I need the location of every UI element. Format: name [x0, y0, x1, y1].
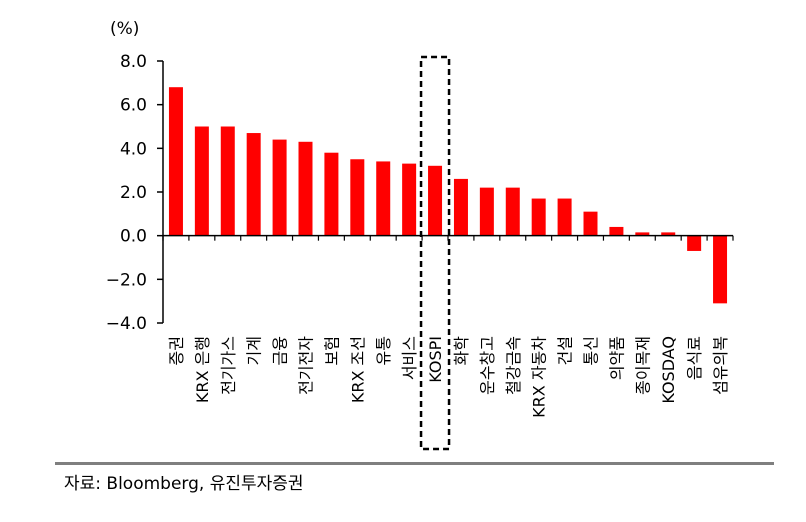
category-label: 음식료 — [685, 336, 704, 380]
source-divider — [55, 462, 774, 465]
category-label: 전기가스 — [219, 336, 238, 395]
bar-서비스 — [402, 163, 417, 236]
category-label: KRX 은행 — [193, 336, 212, 403]
bar-금융 — [272, 139, 287, 236]
bar-유통 — [376, 161, 391, 236]
bar-화학 — [453, 178, 468, 236]
y-tick-label: 2.0 — [120, 183, 147, 203]
category-label: 증권 — [167, 336, 186, 365]
bars — [168, 87, 728, 304]
bar-철강금속 — [505, 187, 520, 236]
category-label: 의약품 — [607, 336, 626, 380]
category-label: 통신 — [582, 336, 601, 365]
bar-보험 — [324, 152, 339, 236]
category-label: KRX 자동차 — [530, 336, 549, 418]
category-label: 보험 — [322, 336, 341, 365]
bar-KRX-조선 — [350, 159, 365, 236]
bar-chart: (%) 8.0 6.0 4.0 2.0 0.0 −2.0 −4.0 증권 KRX 은행 전기가스… — [106, 19, 734, 451]
axes — [162, 61, 734, 323]
source-note: 자료: Bloomberg, 유진투자증권 — [64, 474, 304, 494]
category-label: KRX 조선 — [348, 336, 367, 403]
bar-KRX-은행 — [194, 126, 209, 236]
category-label: KOSDAQ — [659, 336, 678, 404]
bar-KOSPI — [428, 165, 443, 236]
y-tick-label: 6.0 — [120, 96, 147, 116]
bar-운수창고 — [479, 187, 494, 236]
bar-전기전자 — [298, 141, 313, 236]
y-axis-ticks: 8.0 6.0 4.0 2.0 0.0 −2.0 −4.0 — [106, 52, 163, 334]
y-tick-label: 4.0 — [120, 139, 147, 159]
y-tick-label: −2.0 — [106, 270, 147, 290]
category-label: 철강금속 — [504, 336, 523, 395]
y-tick-label: −4.0 — [106, 314, 147, 334]
y-tick-label: 8.0 — [120, 52, 147, 72]
bar-음식료 — [687, 235, 702, 251]
bar-섬유의복 — [713, 235, 728, 304]
bar-건설 — [557, 198, 572, 236]
category-label: 건설 — [556, 336, 575, 365]
category-label: 기계 — [245, 336, 264, 365]
bar-종이목재 — [635, 232, 650, 236]
bar-의약품 — [609, 226, 624, 236]
bar-통신 — [583, 211, 598, 236]
y-tick-label: 0.0 — [120, 227, 147, 247]
bar-KOSDAQ — [661, 232, 676, 236]
bar-전기가스 — [220, 126, 235, 236]
y-axis-unit-label: (%) — [110, 19, 139, 39]
category-label: 종이목재 — [633, 336, 652, 395]
category-label: 유통 — [374, 336, 393, 365]
category-label: 서비스 — [400, 336, 419, 380]
category-label: 화학 — [452, 336, 471, 366]
kospi-highlight-box — [419, 55, 451, 451]
category-label: 전기전자 — [297, 336, 316, 395]
category-label: KOSPI — [426, 336, 445, 383]
bar-기계 — [246, 133, 261, 236]
category-labels: 증권 KRX 은행 전기가스 기계 금융 전기전자 보험 KRX 조선 유통 서비스 KOSPI 화학… — [167, 336, 730, 418]
bar-증권 — [168, 87, 183, 236]
bar-KRX-자동차 — [531, 198, 546, 236]
category-label: 금융 — [271, 336, 290, 365]
category-label: 운수창고 — [478, 336, 497, 395]
category-label: 섬유의복 — [711, 336, 730, 395]
